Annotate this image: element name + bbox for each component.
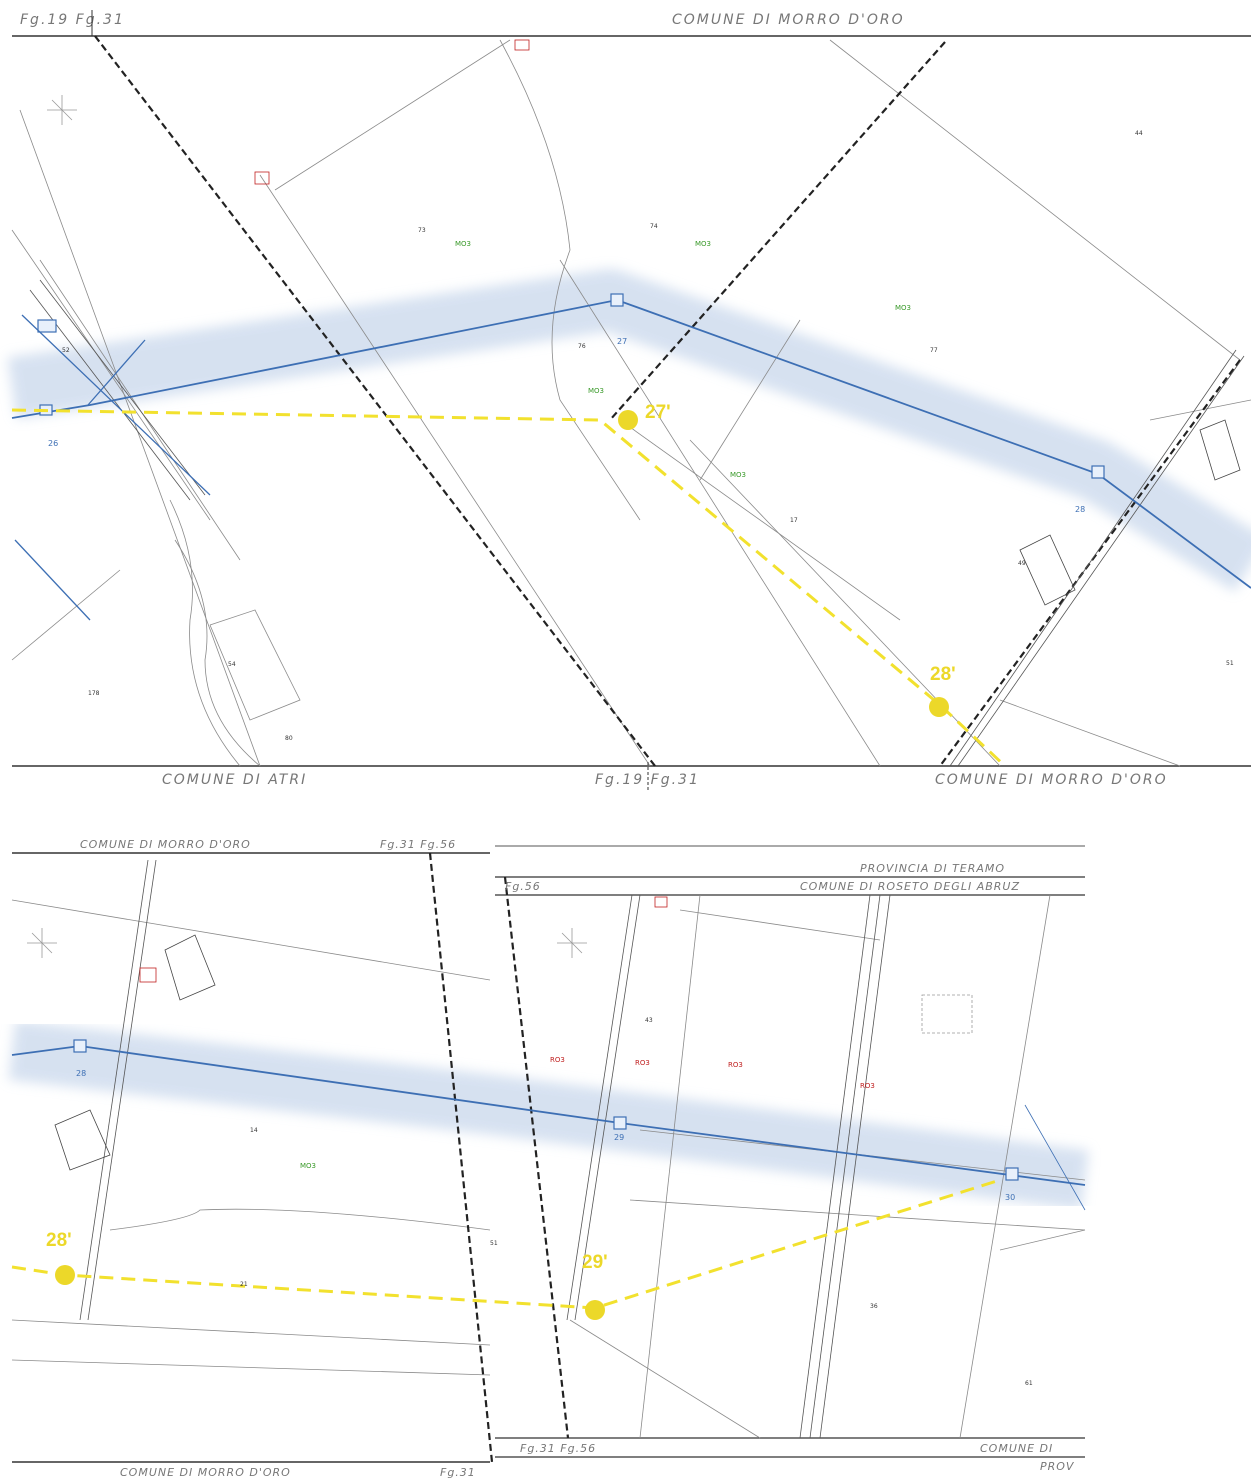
proposed-pole-label: 28' (46, 1230, 72, 1251)
proposed-pole-marker (929, 697, 949, 717)
lot-number: 77 (930, 347, 938, 354)
proposed-pole-marker (585, 1300, 605, 1320)
land-use-tag: RO3 (550, 1056, 565, 1064)
bottom-header-comune: COMUNE DI MORRO D'ORO (80, 838, 251, 851)
bottom-footer-sheet-ref: Fg.31 Fg.56 (520, 1442, 596, 1455)
proposed-power-line-bottom (11, 1178, 1001, 1310)
land-use-tag: MO3 (300, 1162, 316, 1170)
top-header-sheet-ref: Fg.19 Fg.31 (20, 12, 125, 28)
top-footer-comune-left: COMUNE DI ATRI (162, 772, 307, 788)
land-use-tag: MO3 (588, 387, 604, 395)
lot-number: 36 (870, 1303, 878, 1310)
lot-number: 52 (62, 347, 70, 354)
tower-label: 28 (76, 1069, 86, 1078)
bottom-header-sheet: Fg.56 (505, 880, 541, 893)
bottom-sheet: 28 29 30 28' 29' MO3 RO3 RO3 RO3 RO3 14 … (8, 838, 1089, 1479)
tower-marker (610, 293, 624, 307)
tower-label: 30 (1005, 1193, 1015, 1202)
sheet-boundary (94, 35, 1241, 767)
lot-number: 51 (490, 1240, 498, 1247)
lot-number: 14 (250, 1127, 258, 1134)
proposed-pole-label: 27' (645, 402, 671, 423)
blue-lateral-lines (14, 314, 211, 621)
bottom-header-comune-roseto: COMUNE DI ROSETO DEGLI ABRUZ (800, 880, 1020, 893)
proposed-pole-label: 29' (582, 1252, 608, 1273)
land-use-tag: MO3 (695, 240, 711, 248)
north-arrow-icon (27, 928, 57, 958)
lot-number: 49 (1018, 560, 1026, 567)
proposed-pole-label: 28' (930, 664, 956, 685)
land-use-tag: MO3 (730, 471, 746, 479)
existing-power-line-bottom (11, 1045, 1086, 1186)
land-use-tag: RO3 (635, 1059, 650, 1067)
lot-number: 44 (1135, 130, 1143, 137)
existing-line-corridor (7, 269, 1251, 592)
north-arrow-icon (557, 928, 587, 958)
land-use-tag: MO3 (455, 240, 471, 248)
top-sheet: 26 27 28 27' 28' MO3 MO3 MO3 MO3 MO3 52 … (7, 10, 1251, 790)
lot-number: 43 (645, 1017, 653, 1024)
proposed-pole-marker (55, 1265, 75, 1285)
land-use-tag: RO3 (860, 1082, 875, 1090)
lot-number: 74 (650, 223, 658, 230)
lot-number: 80 (285, 735, 293, 742)
proposed-pole-marker (618, 410, 638, 430)
top-footer-comune-right: COMUNE DI MORRO D'ORO (935, 772, 1168, 788)
tower-label: 28 (1075, 505, 1085, 514)
bottom-footer-comune: COMUNE DI MORRO D'ORO (120, 1466, 291, 1479)
lot-number: 76 (578, 343, 586, 350)
lot-number: 178 (88, 690, 100, 697)
land-use-tag: RO3 (728, 1061, 743, 1069)
double-road-lines-bottom (79, 859, 891, 1439)
tower-marker (613, 1116, 627, 1130)
lot-number: 21 (240, 1281, 248, 1288)
existing-line-corridor-bottom (8, 1020, 1089, 1210)
tower-marker (1091, 465, 1105, 479)
tower-marker (73, 1039, 87, 1053)
north-arrow-icon (47, 95, 77, 125)
tower-marker (37, 319, 57, 333)
lot-number: 17 (790, 517, 798, 524)
top-footer-sheet-ref: Fg.19 Fg.31 (595, 772, 700, 788)
bottom-footer-sheet: Fg.31 (440, 1466, 476, 1479)
lot-number: 61 (1025, 1380, 1033, 1387)
proposed-power-line (11, 408, 1007, 768)
buildings-bottom (54, 896, 973, 1171)
tower-label: 26 (48, 439, 58, 448)
parcel-lines (11, 39, 1251, 767)
lot-number: 73 (418, 227, 426, 234)
sheet-boundary-bottom (428, 852, 570, 1463)
double-road-lines (29, 279, 1245, 767)
existing-towers-bottom (73, 1039, 1019, 1181)
bottom-header-provincia: PROVINCIA DI TERAMO (860, 862, 1005, 875)
bottom-footer-comune-right: COMUNE DI (980, 1442, 1053, 1455)
lot-number: 54 (228, 661, 236, 668)
tower-label: 27 (617, 337, 627, 346)
land-use-tag: MO3 (895, 304, 911, 312)
tower-label: 29 (614, 1133, 624, 1142)
bottom-header-sheet-ref: Fg.31 Fg.56 (380, 838, 456, 851)
top-header-comune: COMUNE DI MORRO D'ORO (672, 12, 905, 28)
tower-marker (1005, 1167, 1019, 1181)
bottom-footer-provincia: PROV (1040, 1460, 1075, 1473)
lot-number: 51 (1226, 660, 1234, 667)
buildings (254, 39, 1241, 606)
